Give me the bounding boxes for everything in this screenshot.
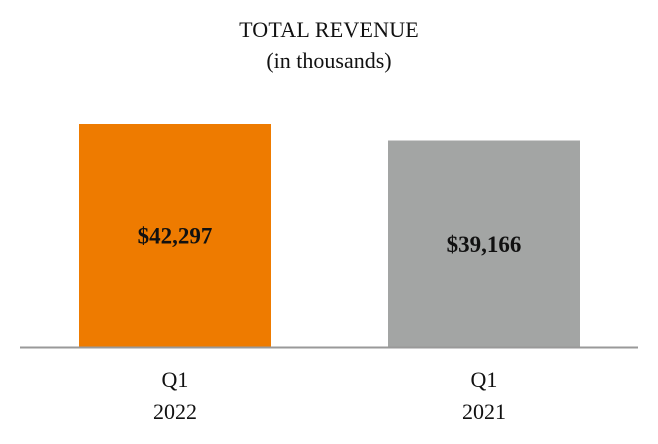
bar-0	[79, 124, 271, 347]
chart-subtitle: (in thousands)	[266, 48, 392, 73]
tick-label-1-1: 2021	[462, 399, 506, 424]
data-label-1: $39,166	[447, 232, 522, 257]
tick-label-1-0: Q1	[471, 367, 498, 392]
tick-label-0-0: Q1	[162, 367, 189, 392]
chart-title: TOTAL REVENUE	[239, 17, 419, 42]
data-label-0: $42,297	[138, 224, 213, 249]
bar-1	[388, 140, 580, 347]
tick-label-0-1: 2022	[153, 399, 197, 424]
